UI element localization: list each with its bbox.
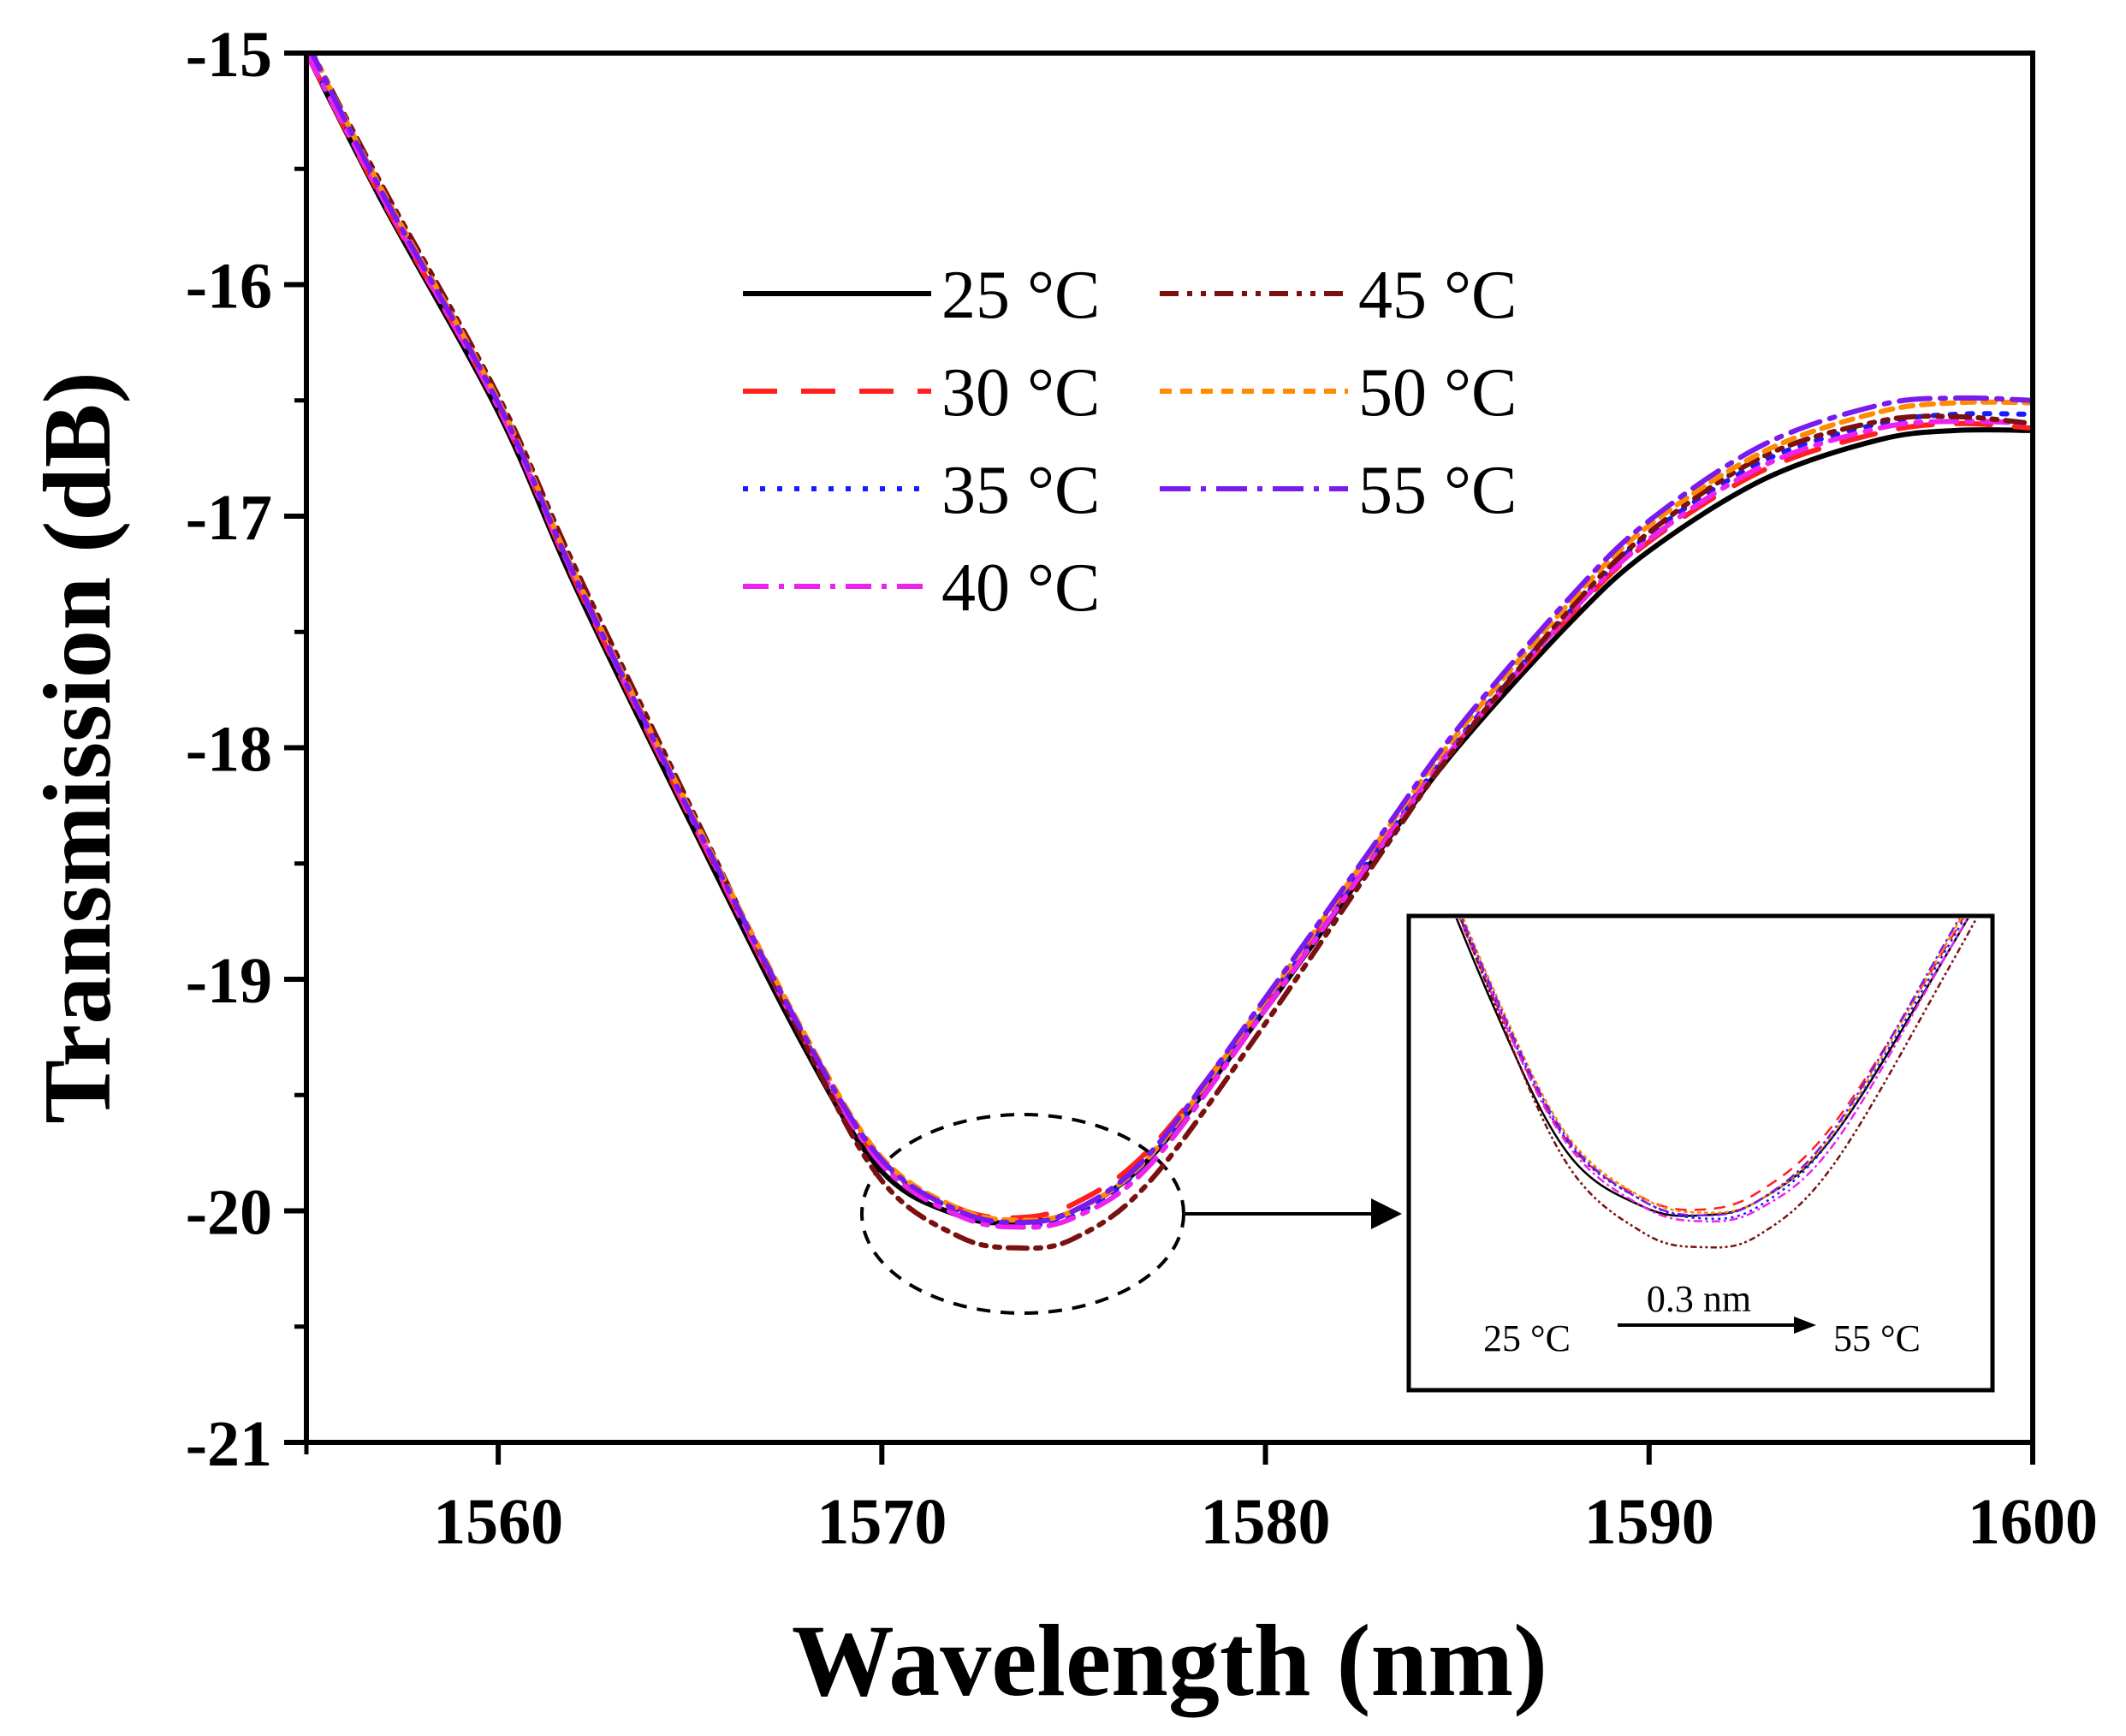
inset-series-line-3 <box>1459 919 1966 1221</box>
legend-label-4: 40 °C <box>941 550 1100 626</box>
inset-series-line-7 <box>1461 919 1961 1217</box>
y-tick-label: -19 <box>186 945 272 1017</box>
zoom-highlight <box>860 1113 1402 1315</box>
zoom-ellipse <box>860 1113 1185 1315</box>
x-axis-title: Wavelength (nm) <box>792 1603 1547 1718</box>
legend-label-3: 35 °C <box>941 453 1100 528</box>
legend-label-1: 25 °C <box>941 258 1100 333</box>
legend-label-7: 55 °C <box>1358 453 1517 528</box>
legend-label-2: 30 °C <box>941 355 1100 431</box>
inset-zoom-plot: 25 °C 55 °C 0.3 nm <box>1406 913 1995 1393</box>
y-tick-label: -18 <box>186 714 272 786</box>
y-tick-label: -17 <box>186 482 272 554</box>
inset-series-line-4 <box>1458 919 1969 1223</box>
inset-label-end: 55 °C <box>1833 1317 1921 1359</box>
y-tick-label: -15 <box>186 19 272 91</box>
x-tick-label: 1560 <box>433 1486 563 1558</box>
series-line-5 <box>309 53 2033 1251</box>
legend: 25 °C 30 °C 35 °C 40 °C 45 °C 50 °C 55 °C <box>743 258 1517 626</box>
inset-shift-arrow-head <box>1794 1317 1816 1334</box>
series-line-7 <box>309 53 2033 1226</box>
x-tick-label: 1570 <box>817 1486 947 1558</box>
x-tick-label: 1590 <box>1584 1486 1714 1558</box>
inset-series-line-5 <box>1459 919 1978 1249</box>
inset-series-layer <box>1455 919 1978 1249</box>
legend-label-6: 50 °C <box>1358 355 1517 431</box>
axes: 1560 1570 1580 1590 1600 -15 -16 -17 -18 -19 -20 -2… <box>25 19 2098 1718</box>
inset-series-line-2 <box>1458 919 1965 1211</box>
x-tick-label: 1580 <box>1201 1486 1331 1558</box>
inset-series-line-6 <box>1462 919 1963 1215</box>
zoom-arrow-head <box>1371 1198 1402 1229</box>
y-tick-label: -20 <box>186 1177 272 1249</box>
inset-frame <box>1406 913 1995 1393</box>
legend-label-5: 45 °C <box>1358 258 1517 333</box>
series-line-6 <box>309 53 2033 1223</box>
x-tick-label: 1600 <box>1968 1486 2098 1558</box>
y-tick-label: -16 <box>186 251 272 323</box>
inset-label-start: 25 °C <box>1483 1317 1571 1359</box>
inset-label-shift: 0.3 nm <box>1647 1278 1751 1320</box>
y-axis-title: Transmission (dB) <box>25 372 131 1124</box>
series-layer <box>306 53 2033 1251</box>
y-tick-label: -21 <box>186 1408 272 1480</box>
